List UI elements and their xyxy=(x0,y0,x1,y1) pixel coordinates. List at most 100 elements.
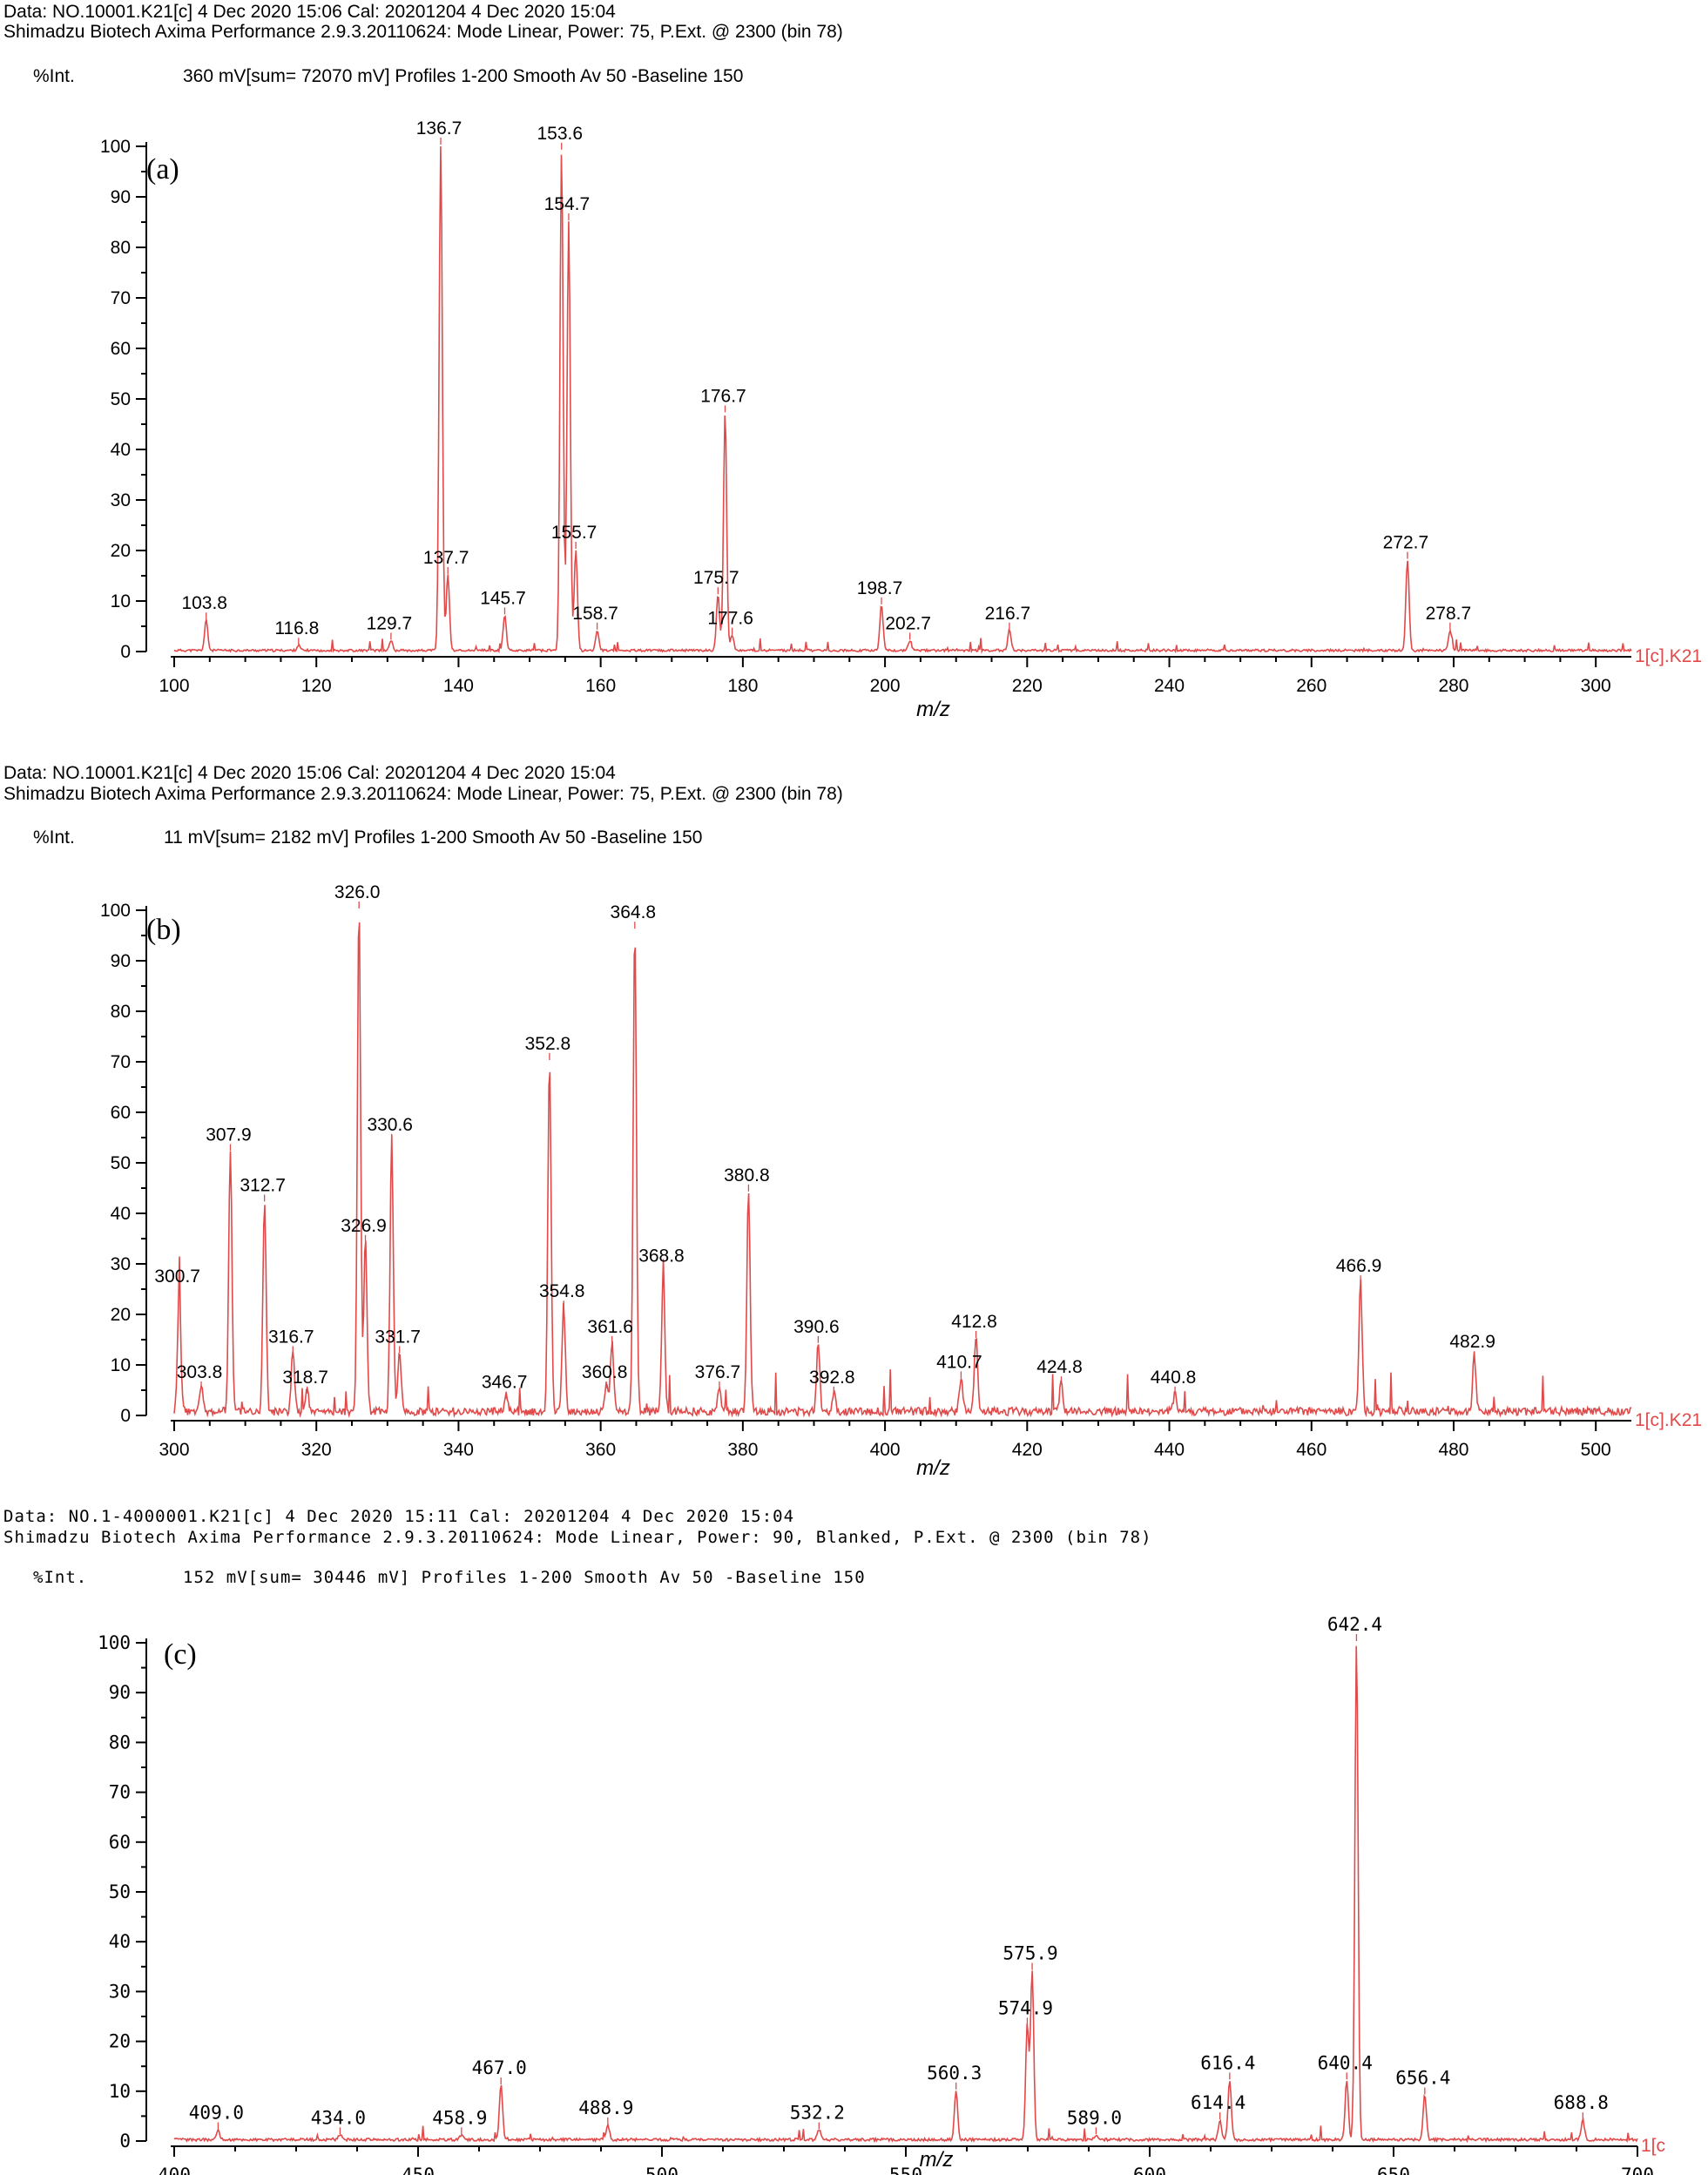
peak-label: 155.7 xyxy=(551,523,597,543)
y-tick-label: 0 xyxy=(119,2131,131,2151)
x-tick-label: 280 xyxy=(1438,676,1468,696)
peak-label: 354.8 xyxy=(539,1281,585,1301)
peak-label: 575.9 xyxy=(1003,1943,1057,1964)
x-tick-label: 440 xyxy=(1154,1440,1185,1460)
peak-label: 424.8 xyxy=(1036,1357,1083,1377)
y-tick-label: 20 xyxy=(111,1305,131,1325)
x-tick-label: 400 xyxy=(870,1440,901,1460)
trace-name-label: 1[c].K21 xyxy=(1635,1410,1702,1430)
x-tick-label: 700 xyxy=(1621,2165,1654,2175)
peak-label: 467.0 xyxy=(472,2057,527,2078)
y-tick-label: 10 xyxy=(111,591,131,611)
peak-label: 392.8 xyxy=(809,1368,855,1388)
peak-label: 278.7 xyxy=(1426,604,1472,624)
y-tick-label: 90 xyxy=(111,187,131,207)
spectrum-trace xyxy=(173,145,1632,654)
y-tick-label: 50 xyxy=(111,389,131,409)
peak-label: 409.0 xyxy=(189,2103,244,2124)
peak-label: 331.7 xyxy=(375,1327,421,1347)
peak-label: 640.4 xyxy=(1318,2052,1373,2073)
trace-name-label: 1[c].K21 xyxy=(1635,646,1702,666)
y-tick-label: 30 xyxy=(111,490,131,510)
panel-label: (c) xyxy=(164,1638,197,1671)
peak-label: 410.7 xyxy=(936,1352,982,1372)
x-tick-label: 220 xyxy=(1012,676,1043,696)
y-tick-label: 30 xyxy=(111,1254,131,1274)
peak-label: 574.9 xyxy=(998,1997,1053,2018)
y-axis-label: %Int. xyxy=(33,1568,88,1587)
peak-label: 458.9 xyxy=(432,2107,487,2128)
panel-label: (a) xyxy=(146,153,179,186)
peak-label: 307.9 xyxy=(206,1125,252,1145)
x-axis-label: m/z xyxy=(920,2148,954,2172)
profile-info: 360 mV[sum= 72070 mV] Profiles 1-200 Smo… xyxy=(183,66,744,86)
peak-label: 103.8 xyxy=(181,593,227,613)
peak-label: 145.7 xyxy=(480,588,526,608)
x-tick-label: 420 xyxy=(1012,1440,1043,1460)
peak-label: 364.8 xyxy=(611,902,657,922)
peak-label: 158.7 xyxy=(572,604,618,624)
y-tick-label: 30 xyxy=(109,1981,131,2002)
peak-label: 376.7 xyxy=(695,1362,741,1382)
y-tick-label: 80 xyxy=(111,1002,131,1022)
peak-label: 589.0 xyxy=(1067,2107,1122,2128)
y-tick-label: 10 xyxy=(109,2081,131,2102)
x-tick-label: 450 xyxy=(402,2165,435,2175)
y-tick-label: 80 xyxy=(111,238,131,258)
y-axis-label: %Int. xyxy=(33,827,75,848)
peak-label: 330.6 xyxy=(367,1115,413,1135)
y-tick-label: 10 xyxy=(111,1355,131,1375)
x-tick-label: 300 xyxy=(1581,676,1611,696)
header-line-1: Data: NO.10001.K21[c] 4 Dec 2020 15:06 C… xyxy=(3,2,616,22)
peak-label: 360.8 xyxy=(582,1362,628,1382)
x-tick-label: 340 xyxy=(443,1440,474,1460)
peak-label: 412.8 xyxy=(951,1312,997,1332)
y-tick-label: 50 xyxy=(109,1881,131,1902)
profile-info: 11 mV[sum= 2182 mV] Profiles 1-200 Smoot… xyxy=(164,827,703,848)
peak-label: 368.8 xyxy=(638,1246,685,1266)
x-tick-label: 100 xyxy=(159,676,189,696)
peak-label: 488.9 xyxy=(578,2097,633,2118)
peak-label: 175.7 xyxy=(693,568,739,588)
y-tick-label: 0 xyxy=(120,642,131,662)
y-tick-label: 80 xyxy=(109,1732,131,1753)
spectrum-trace xyxy=(173,922,1632,1419)
y-tick-label: 20 xyxy=(109,2031,131,2052)
x-tick-label: 140 xyxy=(443,676,474,696)
peak-label: 434.0 xyxy=(311,2107,366,2128)
peak-label: 303.8 xyxy=(177,1362,223,1382)
y-tick-label: 90 xyxy=(111,951,131,971)
y-tick-label: 60 xyxy=(111,339,131,359)
y-tick-label: 100 xyxy=(98,1632,131,1653)
peak-label: 129.7 xyxy=(367,613,413,633)
x-tick-label: 180 xyxy=(727,676,758,696)
x-tick-label: 500 xyxy=(645,2165,678,2175)
profile-info: 152 mV[sum= 30446 mV] Profiles 1-200 Smo… xyxy=(183,1568,866,1587)
peak-label: 300.7 xyxy=(154,1266,200,1287)
panel-label: (b) xyxy=(146,914,181,946)
peak-label: 346.7 xyxy=(482,1373,528,1393)
y-tick-label: 50 xyxy=(111,1153,131,1173)
y-tick-label: 40 xyxy=(109,1931,131,1952)
peak-label: 116.8 xyxy=(274,618,319,638)
header-line-2: Shimadzu Biotech Axima Performance 2.9.3… xyxy=(3,1528,1152,1547)
y-tick-label: 60 xyxy=(109,1832,131,1853)
y-tick-label: 0 xyxy=(120,1406,131,1426)
header-line-2: Shimadzu Biotech Axima Performance 2.9.3… xyxy=(3,784,843,804)
peak-label: 466.9 xyxy=(1336,1256,1382,1276)
x-tick-label: 600 xyxy=(1133,2165,1166,2175)
y-tick-label: 40 xyxy=(111,440,131,460)
y-tick-label: 100 xyxy=(100,137,131,157)
peak-label: 316.7 xyxy=(268,1327,314,1347)
x-tick-label: 240 xyxy=(1154,676,1185,696)
x-tick-label: 650 xyxy=(1377,2165,1410,2175)
spectrum-trace xyxy=(173,1645,1638,2144)
x-tick-label: 380 xyxy=(727,1440,758,1460)
x-tick-label: 500 xyxy=(1581,1440,1611,1460)
peak-label: 326.0 xyxy=(334,882,381,902)
y-tick-label: 20 xyxy=(111,541,131,561)
panel-a: Data: NO.10001.K21[c] 4 Dec 2020 15:06 C… xyxy=(0,0,1708,758)
peak-label: 390.6 xyxy=(793,1317,840,1337)
x-tick-label: 300 xyxy=(159,1440,189,1460)
